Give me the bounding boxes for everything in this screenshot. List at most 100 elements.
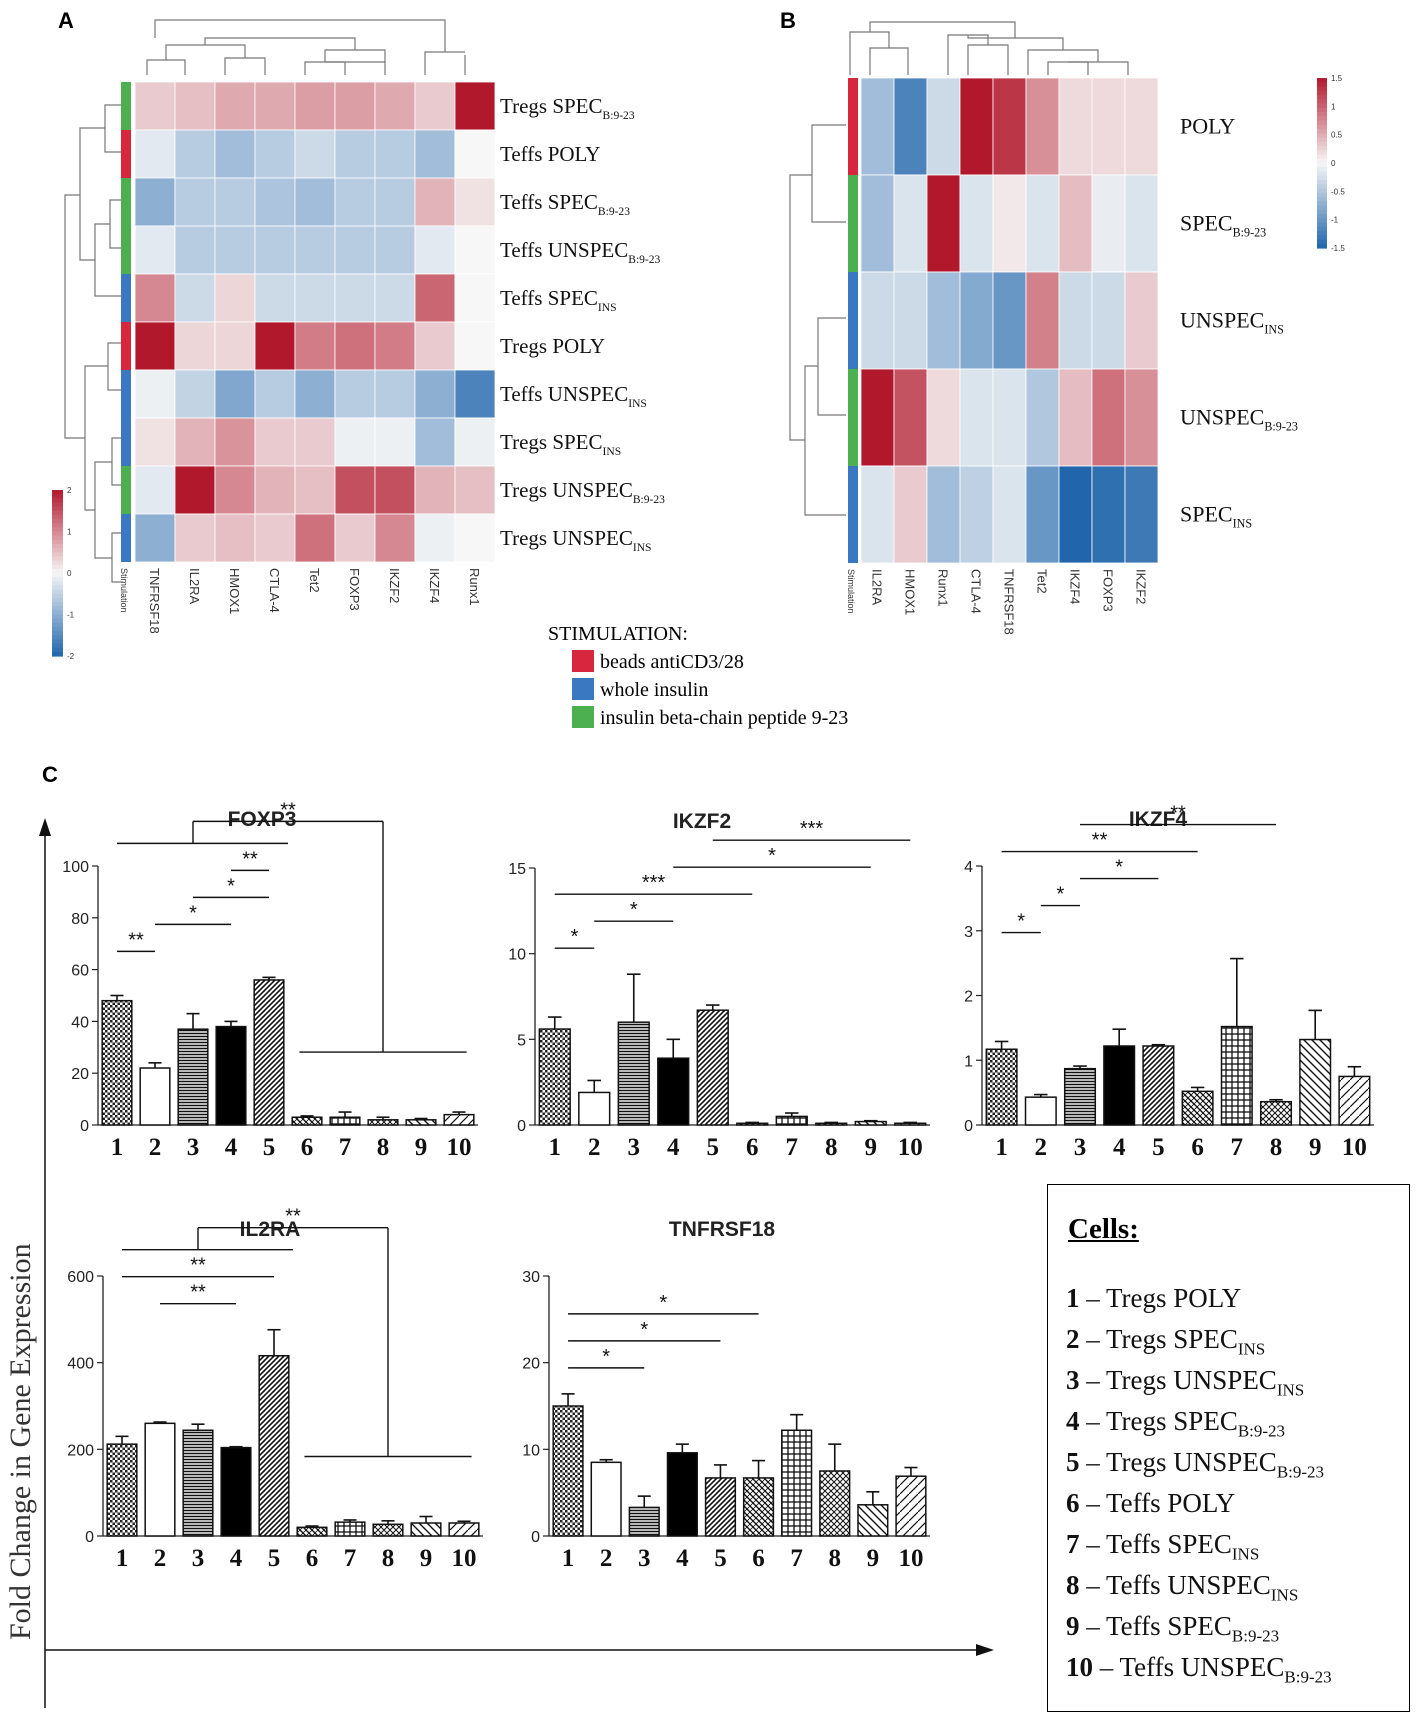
heatmap-cell (134, 273, 176, 323)
colorbar-step (1317, 141, 1327, 147)
x-tick-label: 4 (230, 1545, 243, 1572)
significance-label: ** (280, 799, 296, 821)
stimulation-cell (121, 226, 131, 274)
panel-label-b: B (780, 8, 796, 33)
heatmap-cell (1058, 271, 1093, 370)
heatmap-cell (926, 465, 961, 564)
colorbar-step (52, 539, 63, 545)
heatmap-cell (294, 81, 336, 131)
x-tick-label: 6 (746, 1134, 759, 1161)
colorbar-step (1317, 171, 1327, 177)
heatmap-cell (414, 225, 456, 275)
heatmap-cell (254, 129, 296, 179)
bar (253, 979, 285, 1126)
bar (578, 1091, 611, 1126)
column-label: TNFRSF18 (147, 568, 162, 634)
colorbar-step (52, 564, 63, 570)
colorbar-step (52, 548, 63, 553)
x-tick-label: 10 (898, 1134, 923, 1161)
x-tick-label: 7 (339, 1134, 352, 1161)
column-label: Tet2 (307, 568, 322, 593)
heatmap-cell (414, 513, 456, 563)
column-label: HMOX1 (227, 568, 242, 614)
column-label: CTLA-4 (969, 569, 984, 614)
y-tick-label: 0 (85, 1529, 94, 1546)
bar-chart-title: FOXP3 (228, 808, 297, 831)
colorbar-step (52, 514, 63, 520)
heatmap-cell (334, 465, 376, 515)
bar (367, 1119, 399, 1126)
colorbar-step (52, 510, 63, 516)
x-tick-label: 6 (306, 1545, 319, 1572)
colorbar-step (52, 568, 63, 574)
heatmap-cell (214, 513, 256, 563)
colorbar-step (1317, 78, 1327, 83)
column-label: Stimulation (119, 568, 129, 613)
bar (372, 1523, 404, 1537)
heatmap-cell (1025, 271, 1060, 370)
heatmap-cell (214, 273, 256, 323)
colorbar-step (1317, 99, 1327, 105)
bar (1338, 1075, 1371, 1126)
x-axis-arrow-icon (976, 1644, 994, 1656)
bar (538, 1028, 571, 1126)
heatmap-cell (926, 174, 961, 273)
heatmap-cell (1058, 368, 1093, 467)
colorbar-tick-label: -0.5 (1331, 187, 1345, 196)
colorbar-step (1317, 197, 1327, 202)
x-tick-label: 8 (829, 1545, 842, 1572)
heatmap-a-colorbar: 2 1 0 -1 -2 (52, 486, 75, 661)
heatmap-cell (174, 129, 216, 179)
colorbar-tick-label: -1 (67, 611, 75, 620)
heatmap-cell (374, 177, 416, 227)
x-tick-label: 5 (714, 1545, 727, 1572)
colorbar-step (1317, 214, 1327, 219)
stimulation-legend-title: STIMULATION: (548, 623, 688, 645)
colorbar-step (52, 581, 63, 587)
heatmap-b-row-dendrogram (789, 124, 846, 516)
bar (657, 1057, 690, 1126)
row-label: Tregs POLY (500, 334, 605, 358)
y-tick-label: 2 (964, 989, 973, 1006)
heatmap-cell (454, 177, 496, 227)
significance-label: * (227, 875, 235, 897)
heatmap-b-colorbar: 1.5 1 0.5 0 -0.5 -1 -1.5 (1317, 74, 1345, 253)
bar (329, 1116, 361, 1126)
heatmap-cell (860, 368, 895, 467)
y-tick-label: 10 (508, 947, 526, 964)
row-label: Tregs SPECINS (500, 430, 621, 458)
row-label: Teffs SPECB:9-23 (500, 190, 630, 218)
row-label: Teffs UNSPECINS (500, 382, 647, 410)
colorbar-step (52, 651, 63, 657)
x-tick-label: 1 (562, 1545, 575, 1572)
colorbar-step (1317, 243, 1327, 249)
x-tick-label: 1 (549, 1134, 562, 1161)
heatmap-cell (134, 225, 176, 275)
heatmap-cell (294, 273, 336, 323)
colorbar-step (1317, 231, 1327, 236)
y-tick-label: 0 (80, 1118, 89, 1135)
significance-label: * (1017, 911, 1025, 933)
heatmap-cell (454, 225, 496, 275)
heatmap-cell (454, 369, 496, 419)
cells-legend-box: Cells: 1 – Tregs POLY 2 – Tregs SPECINS 3 … (1047, 1184, 1410, 1712)
x-tick-label: 7 (790, 1545, 803, 1572)
colorbar-step (52, 494, 63, 499)
bar (1063, 1067, 1097, 1126)
x-tick-label: 3 (192, 1545, 205, 1572)
bar (1220, 1025, 1253, 1126)
stimulation-legend: STIMULATION: beads antiCD3/28 whole insu… (548, 623, 848, 729)
y-tick-label: 30 (522, 1269, 540, 1286)
heatmap-cell (214, 417, 256, 467)
colorbar-step (52, 535, 63, 541)
heatmap-cell (294, 177, 336, 227)
colorbar-step (1317, 209, 1327, 215)
bar (781, 1429, 813, 1537)
colorbar-step (1317, 82, 1327, 88)
heatmap-cell (334, 225, 376, 275)
column-label: IKZF2 (387, 568, 402, 603)
colorbar-step (52, 589, 63, 595)
